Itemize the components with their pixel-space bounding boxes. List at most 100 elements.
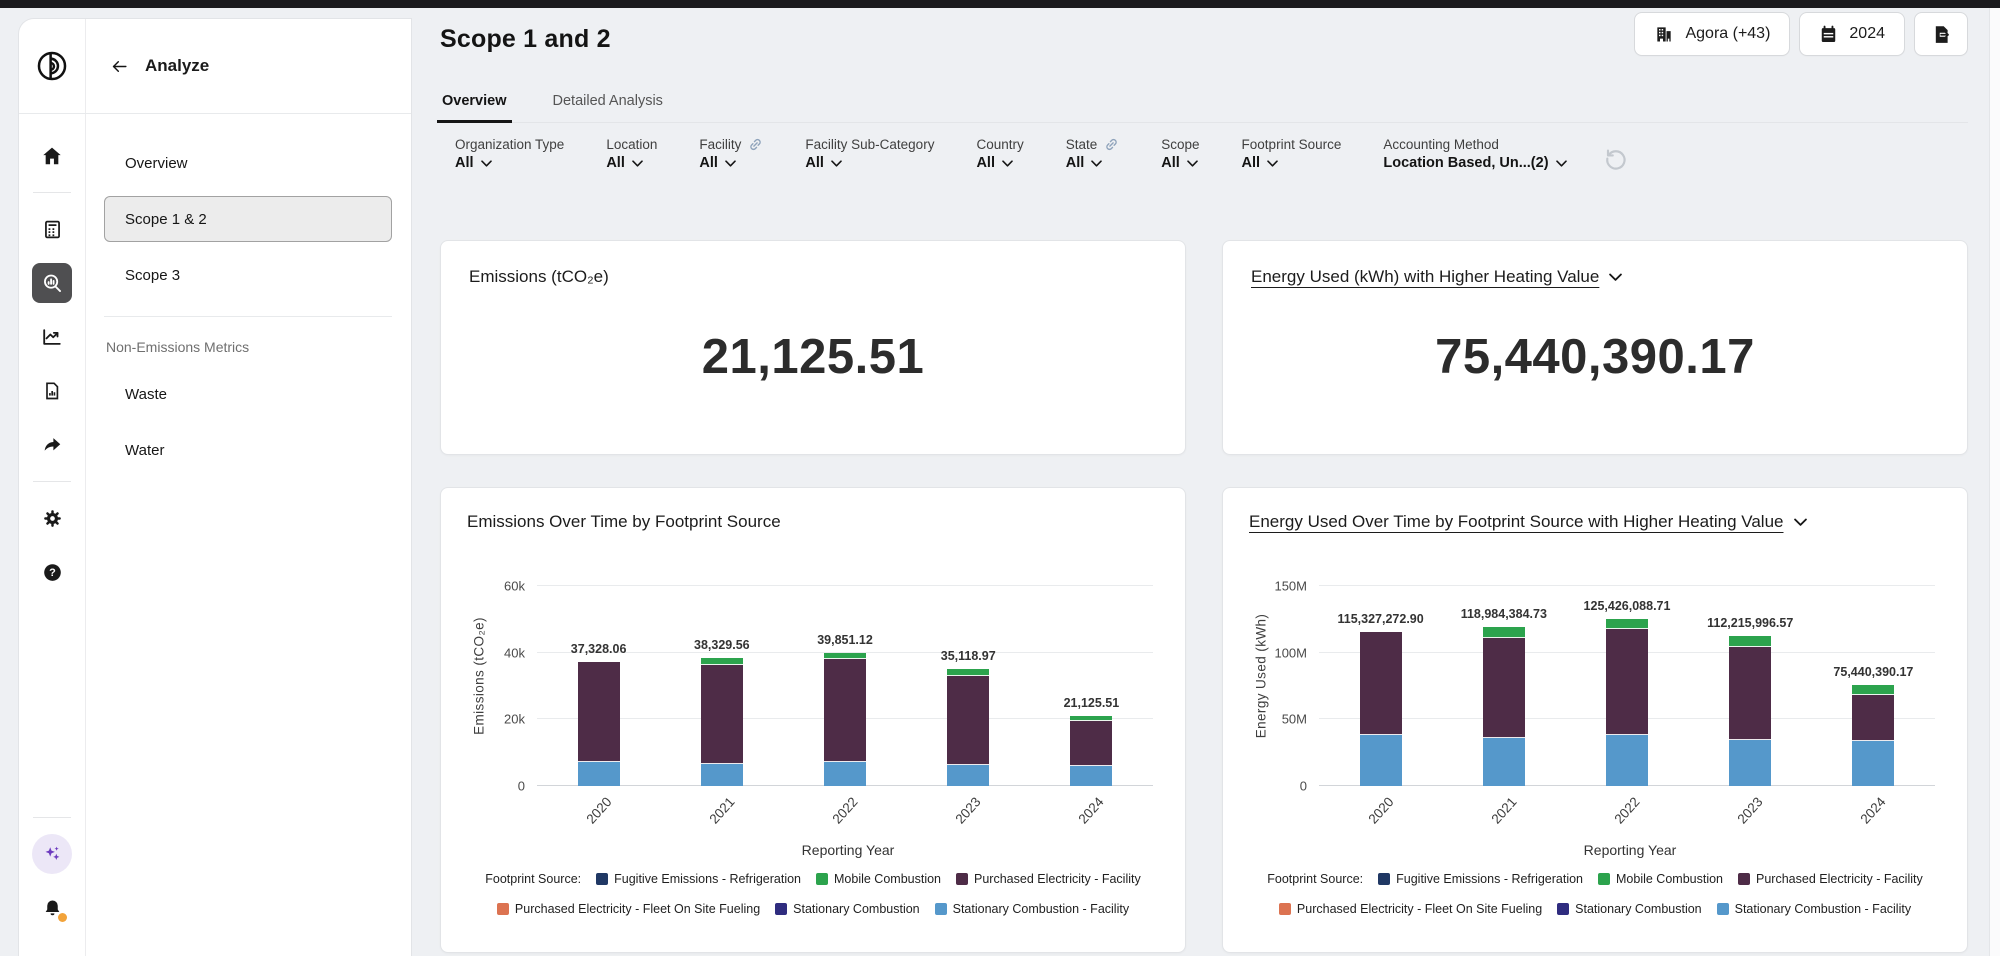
sidebar-menu: Overview Scope 1 & 2 Scope 3 Non-Emissio… [86,114,411,956]
stacked-bar-2022[interactable] [824,653,866,786]
stacked-bar-2021[interactable] [1483,627,1525,786]
organization-selector-label: Agora (+43) [1685,25,1770,43]
report-icon[interactable] [32,371,72,411]
organization-selector-button[interactable]: Agora (+43) [1634,12,1790,56]
bar-slot-2020: 115,327,272.90 [1319,566,1442,786]
legend-item-stationary-combustion: Stationary Combustion [1557,902,1701,916]
stacked-bar-2020[interactable] [578,662,620,786]
filter-value-dropdown[interactable]: All [1161,155,1199,171]
kpi-metric-dropdown[interactable]: Energy Used (kWh) with Higher Heating Va… [1251,267,1622,287]
filter-value-text: All [699,155,718,171]
tab-overview[interactable]: Overview [440,83,509,122]
filter-value-dropdown[interactable]: Location Based, Un...(2) [1383,155,1566,171]
legend-swatch [956,873,968,885]
filter-label-text: State [1066,137,1098,152]
filter-label: Country [976,137,1023,152]
filter-value-dropdown[interactable]: All [455,155,564,171]
reset-filters-icon[interactable] [1603,145,1629,174]
legend-label: Purchased Electricity - Facility [974,872,1141,886]
tab-detailed-analysis[interactable]: Detailed Analysis [551,83,665,122]
ai-sparkles-icon[interactable] [32,834,72,874]
filter-value-dropdown[interactable]: All [699,155,763,171]
filter-value-text: All [606,155,625,171]
help-glyph: ? [42,562,63,583]
stacked-bar-2023[interactable] [947,669,989,786]
home-icon[interactable] [32,136,72,176]
calculator-icon[interactable] [32,209,72,249]
chevron-down-icon [1091,160,1102,167]
stacked-bar-2021[interactable] [701,658,743,786]
legend-swatch [1378,873,1390,885]
bar-slots: 115,327,272.90118,984,384.73125,426,088.… [1319,566,1935,786]
sidebar-item-scope-3[interactable]: Scope 3 [104,252,392,298]
stacked-bar-2024[interactable] [1070,716,1112,786]
chart-metric-dropdown[interactable]: Energy Used Over Time by Footprint Sourc… [1249,512,1807,532]
y-tick-label: 20k [504,712,525,727]
legend-label: Stationary Combustion [1575,902,1701,916]
filter-value-dropdown[interactable]: All [1066,155,1120,171]
sidebar-item-overview[interactable]: Overview [104,140,392,186]
bar-segment-stationary-combustion-facility [1360,735,1402,786]
legend-label: Fugitive Emissions - Refrigeration [1396,872,1583,886]
kpi-title: Emissions (tCO₂e) [469,267,609,287]
y-tick-label: 50M [1282,712,1307,727]
settings-gear-icon[interactable] [32,498,72,538]
bar-segment-stationary-combustion-facility [1729,740,1771,786]
notification-dot [58,913,67,922]
legend-item-stationary-combustion-facility: Stationary Combustion - Facility [1717,902,1911,916]
notifications-bell-icon[interactable] [32,888,72,928]
bar-segment-purchased-electricity-facility [1852,695,1894,741]
sidebar-item-waste[interactable]: Waste [104,371,392,417]
sidebar-item-water[interactable]: Water [104,427,392,473]
filter-value-dropdown[interactable]: All [805,155,934,171]
bar-segment-purchased-electricity-facility [1360,632,1402,735]
bar-segment-purchased-electricity-facility [701,665,743,765]
bar-slot-2021: 118,984,384.73 [1442,566,1565,786]
filter-country: Country All [976,137,1023,171]
legend-label: Mobile Combustion [1616,872,1723,886]
bar-value-label: 21,125.51 [1064,696,1120,710]
bar-segment-purchased-electricity-facility [947,676,989,766]
y-tick-label: 40k [504,645,525,660]
help-icon[interactable]: ? [32,552,72,592]
sidebar-item-label: Scope 1 & 2 [125,211,207,228]
chevron-down-icon [1267,160,1278,167]
year-selector-button[interactable]: 2024 [1799,12,1905,56]
filter-value-dropdown[interactable]: All [1242,155,1342,171]
sidebar-header: Analyze [19,19,411,114]
filter-value-dropdown[interactable]: All [606,155,657,171]
stacked-bar-2022[interactable] [1606,619,1648,786]
kpi-title-text: Emissions (tCO₂e) [469,267,609,287]
bar-value-label: 115,327,272.90 [1337,612,1423,626]
bar-value-label: 37,328.06 [571,642,627,656]
bar-value-label: 75,440,390.17 [1833,665,1913,679]
trends-glyph [41,326,63,348]
plot-column: 37,328.0638,329.5639,851.1235,118.9721,1… [537,566,1159,858]
stacked-bar-2020[interactable] [1360,632,1402,786]
sidebar-item-scope-1-2[interactable]: Scope 1 & 2 [104,196,392,242]
bar-segment-stationary-combustion-facility [701,764,743,786]
stacked-bar-2024[interactable] [1852,685,1894,786]
link-icon [1104,137,1119,152]
share-icon[interactable] [32,425,72,465]
report-glyph [42,381,62,401]
back-arrow-icon[interactable] [110,57,129,76]
x-tick-text: 2023 [1735,794,1766,826]
filters: Organization TypeAllLocationAllFacilityA… [455,137,1567,171]
menu-divider [104,316,392,317]
filter-value-text: Location Based, Un...(2) [1383,155,1548,171]
stacked-bar-2023[interactable] [1729,636,1771,786]
sidebar-title: Analyze [145,56,209,76]
trends-icon[interactable] [32,317,72,357]
x-tick-2020: 2020 [537,786,660,842]
filter-label: Facility Sub-Category [805,137,934,152]
brand-logo[interactable] [19,19,86,113]
filter-value-dropdown[interactable]: All [976,155,1023,171]
y-axis-title-text: Energy Used (kWh) [1254,614,1269,739]
scrollbar-track[interactable] [1989,8,2000,956]
x-tick-text: 2023 [953,794,984,826]
export-button[interactable] [1914,12,1968,56]
analyze-search-icon[interactable] [32,263,72,303]
x-axis-title: Reporting Year [1319,842,1941,858]
y-tick-label: 150M [1274,579,1307,594]
